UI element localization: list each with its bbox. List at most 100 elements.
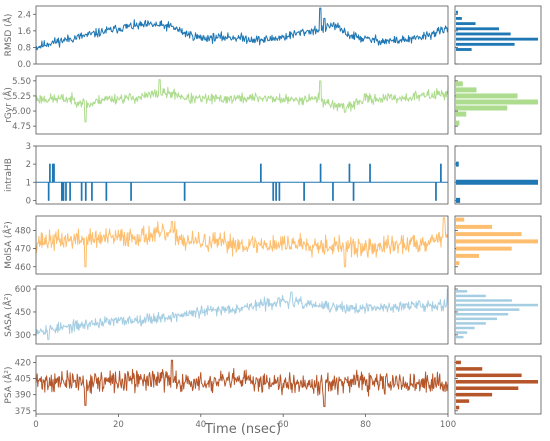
hist-bar-molsa	[456, 239, 538, 244]
hist-bar-rgyr	[456, 93, 518, 99]
hist-bar-sasa	[456, 308, 520, 311]
hist-bar-sasa	[456, 317, 497, 321]
hist-bar-sasa	[456, 335, 464, 339]
y-tick-label-molsa: 470	[15, 245, 31, 255]
hist-bar-psa	[456, 392, 493, 397]
hist-bar-rmsd	[456, 27, 499, 31]
hist-bar-psa	[456, 367, 483, 371]
hist-bar-intrahb	[456, 179, 538, 185]
x-tick-label: 40	[195, 420, 206, 430]
x-tick-label: 80	[360, 420, 371, 430]
y-axis-label-rgyr: rGyr (Å)	[2, 87, 14, 123]
hist-bar-rmsd	[456, 22, 476, 26]
y-tick-label-rgyr: 5.50	[12, 77, 31, 87]
hist-bar-psa	[456, 380, 538, 384]
y-tick-label-intrahb: 0	[26, 196, 31, 206]
y-tick-label-molsa: 460	[15, 263, 31, 273]
y-axis-label-molsa: MolSA (Å²)	[2, 221, 14, 268]
y-tick-label-sasa: 600	[15, 285, 31, 295]
hist-bar-rgyr	[456, 99, 538, 105]
hist-bar-sasa	[456, 303, 538, 307]
hist-bar-rgyr	[456, 120, 460, 126]
y-tick-label-rgyr: 5.00	[12, 107, 31, 117]
hist-bar-rgyr	[456, 105, 508, 111]
y-tick-label-intrahb: 1	[26, 178, 31, 188]
x-tick-label: 60	[278, 420, 289, 430]
hist-bar-rmsd	[456, 48, 472, 51]
histogram-frame-rmsd	[454, 5, 542, 65]
hist-bar-intrahb	[456, 161, 459, 167]
y-tick-label-psa: 405	[15, 375, 31, 385]
y-tick-label-molsa: 480	[15, 227, 31, 237]
histogram-frame-sasa	[454, 285, 542, 345]
y-tick-label-sasa: 300	[15, 331, 31, 341]
y-axis-label-psa: PSA (Å²)	[2, 366, 14, 403]
y-tick-label-rgyr: 4.75	[12, 122, 31, 132]
timeseries-frame-rmsd	[35, 5, 449, 65]
y-axis-label-sasa: SASA (Å²)	[2, 293, 14, 337]
y-tick-label-rmsd: 0.0	[17, 60, 31, 70]
series-line-rgyr	[35, 79, 449, 123]
y-tick-label-sasa: 450	[15, 308, 31, 318]
hist-bar-psa	[456, 399, 470, 403]
hist-bar-molsa	[456, 246, 512, 251]
histogram-frame-rgyr	[454, 75, 542, 135]
timeseries-frame-sasa	[35, 285, 449, 345]
hist-bar-rmsd	[456, 17, 462, 20]
series-line-rmsd	[35, 7, 449, 51]
timeseries-frame-intrahb	[35, 145, 449, 205]
histogram-frame-psa	[454, 355, 542, 415]
hist-bar-intrahb	[456, 197, 461, 203]
x-axis: 0 20 40 60 80 100	[33, 414, 456, 430]
y-tick-label-intrahb: 2	[26, 160, 31, 170]
hist-bar-psa	[456, 373, 522, 378]
hist-bar-sasa	[456, 331, 468, 334]
hist-bar-psa	[456, 360, 461, 365]
y-tick-label-psa: 420	[15, 358, 31, 368]
y-tick-label-rgyr: 5.25	[12, 92, 31, 102]
y-tick-label-rmsd: 0.8	[17, 43, 31, 53]
histogram-frame-molsa	[454, 215, 542, 275]
hist-bar-molsa	[456, 253, 479, 258]
hist-bar-molsa	[456, 261, 460, 266]
y-tick-label-intrahb: 3	[26, 142, 31, 152]
hist-bar-molsa	[456, 217, 465, 222]
timeseries-frame-rgyr	[35, 75, 449, 135]
hist-bar-rgyr	[456, 81, 463, 87]
hist-bar-psa	[456, 386, 519, 390]
hist-bar-rgyr	[456, 111, 467, 117]
y-tick-label-psa: 390	[15, 391, 31, 401]
hist-bar-rmsd	[456, 32, 511, 36]
histogram-frame-intrahb	[454, 145, 542, 205]
series-line-sasa	[35, 288, 448, 340]
hist-bar-sasa	[456, 299, 512, 302]
hist-bar-rmsd	[456, 10, 458, 14]
hist-bar-rgyr	[456, 87, 477, 93]
series-line-molsa	[35, 217, 449, 268]
series-line-psa	[35, 359, 449, 407]
y-axis-label-intrahb: intraHB	[4, 158, 14, 192]
hist-bar-sasa	[456, 294, 486, 298]
timeseries-frame-molsa	[35, 215, 449, 275]
timeseries-frame-psa	[35, 355, 449, 415]
x-tick-label: 100	[440, 420, 456, 430]
y-tick-label-psa: 375	[15, 407, 31, 417]
y-tick-label-rmsd: 2.4	[17, 10, 31, 20]
hist-bar-rmsd	[456, 42, 515, 46]
x-axis-label: Time (nsec)	[204, 422, 281, 437]
hist-bar-sasa	[456, 322, 486, 325]
y-axis-label-rmsd: RMSD (Å)	[2, 14, 14, 57]
hist-bar-sasa	[456, 290, 468, 293]
panel-intrahb: 0 1 2 3 intraHB	[4, 142, 542, 206]
hist-bar-molsa	[456, 232, 522, 237]
series-line-intrahb	[36, 163, 448, 201]
hist-bar-rmsd	[456, 37, 538, 41]
x-tick-label: 20	[113, 420, 124, 430]
